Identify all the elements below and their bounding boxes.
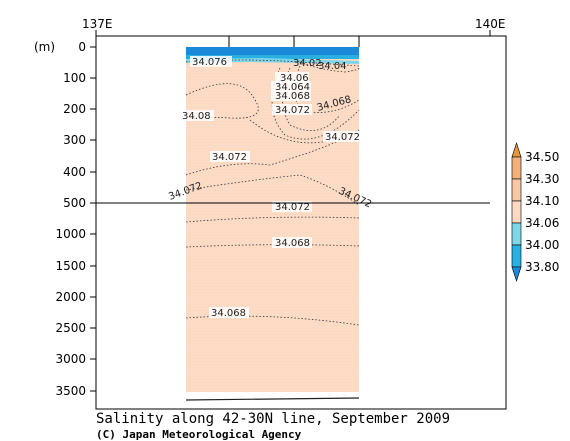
colorbar-label-34.06: 34.06 — [525, 216, 559, 230]
contour-label-34072-f: 34.072 — [275, 202, 310, 213]
contour-34072-b — [185, 139, 341, 176]
contour-label-3406: 34.06 — [280, 73, 309, 84]
colorbar-segment-3 — [511, 200, 522, 224]
bottom-topography-line — [185, 397, 360, 401]
y-tick-label-200: 200 — [63, 102, 86, 116]
contour-label-34076: 34.076 — [192, 57, 227, 68]
y-axis-unit-label: (m) — [34, 40, 55, 54]
contour-34072-c — [185, 174, 360, 206]
y-tick-label-0: 0 — [78, 40, 86, 54]
contour-label-34072-b: 34.072 — [325, 132, 360, 143]
contour-label-34072-c: 34.072 — [212, 152, 247, 163]
y-tick-label-300: 300 — [63, 133, 86, 147]
colorbar-segment-2 — [511, 178, 522, 202]
y-tick-label-100: 100 — [63, 71, 86, 85]
y-tick-label-400: 400 — [63, 165, 86, 179]
contour-label-3408: 34.08 — [182, 111, 211, 122]
colorbar-segment-1 — [511, 156, 522, 180]
y-ticks: 0 100 200 300 400 500 1000 1500 2000 2500 3000 3500 — [55, 40, 96, 398]
colorbar-label-34.30: 34.30 — [525, 172, 559, 186]
x-tick-label-137e: 137E — [82, 17, 113, 31]
contour-label-3404: 34.04 — [318, 61, 347, 72]
y-tick-label-3000: 3000 — [55, 352, 86, 366]
colorbar-label-34.00: 34.00 — [525, 238, 559, 252]
contour-label-3402: 34.02 — [293, 58, 322, 69]
y-tick-label-1500: 1500 — [55, 259, 86, 273]
contour-34068-mid — [185, 244, 360, 248]
contour-label-34068-a: 34.068 — [275, 91, 310, 102]
contour-label-34072-a: 34.072 — [275, 105, 310, 116]
colorbar-bottom-arrow — [511, 266, 522, 282]
contour-34072-lower — [185, 216, 360, 223]
x-tick-label-140e: 140E — [475, 17, 506, 31]
contour-label-34068-d: 34.068 — [211, 308, 246, 319]
y-tick-label-3500: 3500 — [55, 384, 86, 398]
chart-title: Salinity along 42-30N line, September 20… — [96, 411, 451, 427]
colorbar-segment-5 — [511, 244, 522, 268]
colorbar-label-34.10: 34.10 — [525, 194, 559, 208]
surface-layer-deep-blue — [186, 47, 359, 56]
y-tick-label-500: 500 — [63, 196, 86, 210]
contour-34040 — [299, 61, 360, 73]
contour-34068-deep — [185, 315, 360, 326]
surface-layer-blue — [186, 55, 359, 59]
credit-text: (C) Japan Meteorological Agency — [96, 428, 302, 441]
colorbar-label-33.80: 33.80 — [525, 260, 559, 274]
y-tick-label-2000: 2000 — [55, 290, 86, 304]
colorbar: 34.50 34.30 34.10 34.06 34.00 33.80 — [511, 142, 559, 282]
y-tick-label-2500: 2500 — [55, 321, 86, 335]
contour-label-34064: 34.064 — [275, 82, 310, 93]
colorbar-top-arrow — [511, 142, 522, 158]
y-tick-label-1000: 1000 — [55, 227, 86, 241]
colorbar-segment-4 — [511, 222, 522, 246]
colorbar-label-34.50: 34.50 — [525, 150, 559, 164]
contour-label-34068-c: 34.068 — [275, 238, 310, 249]
